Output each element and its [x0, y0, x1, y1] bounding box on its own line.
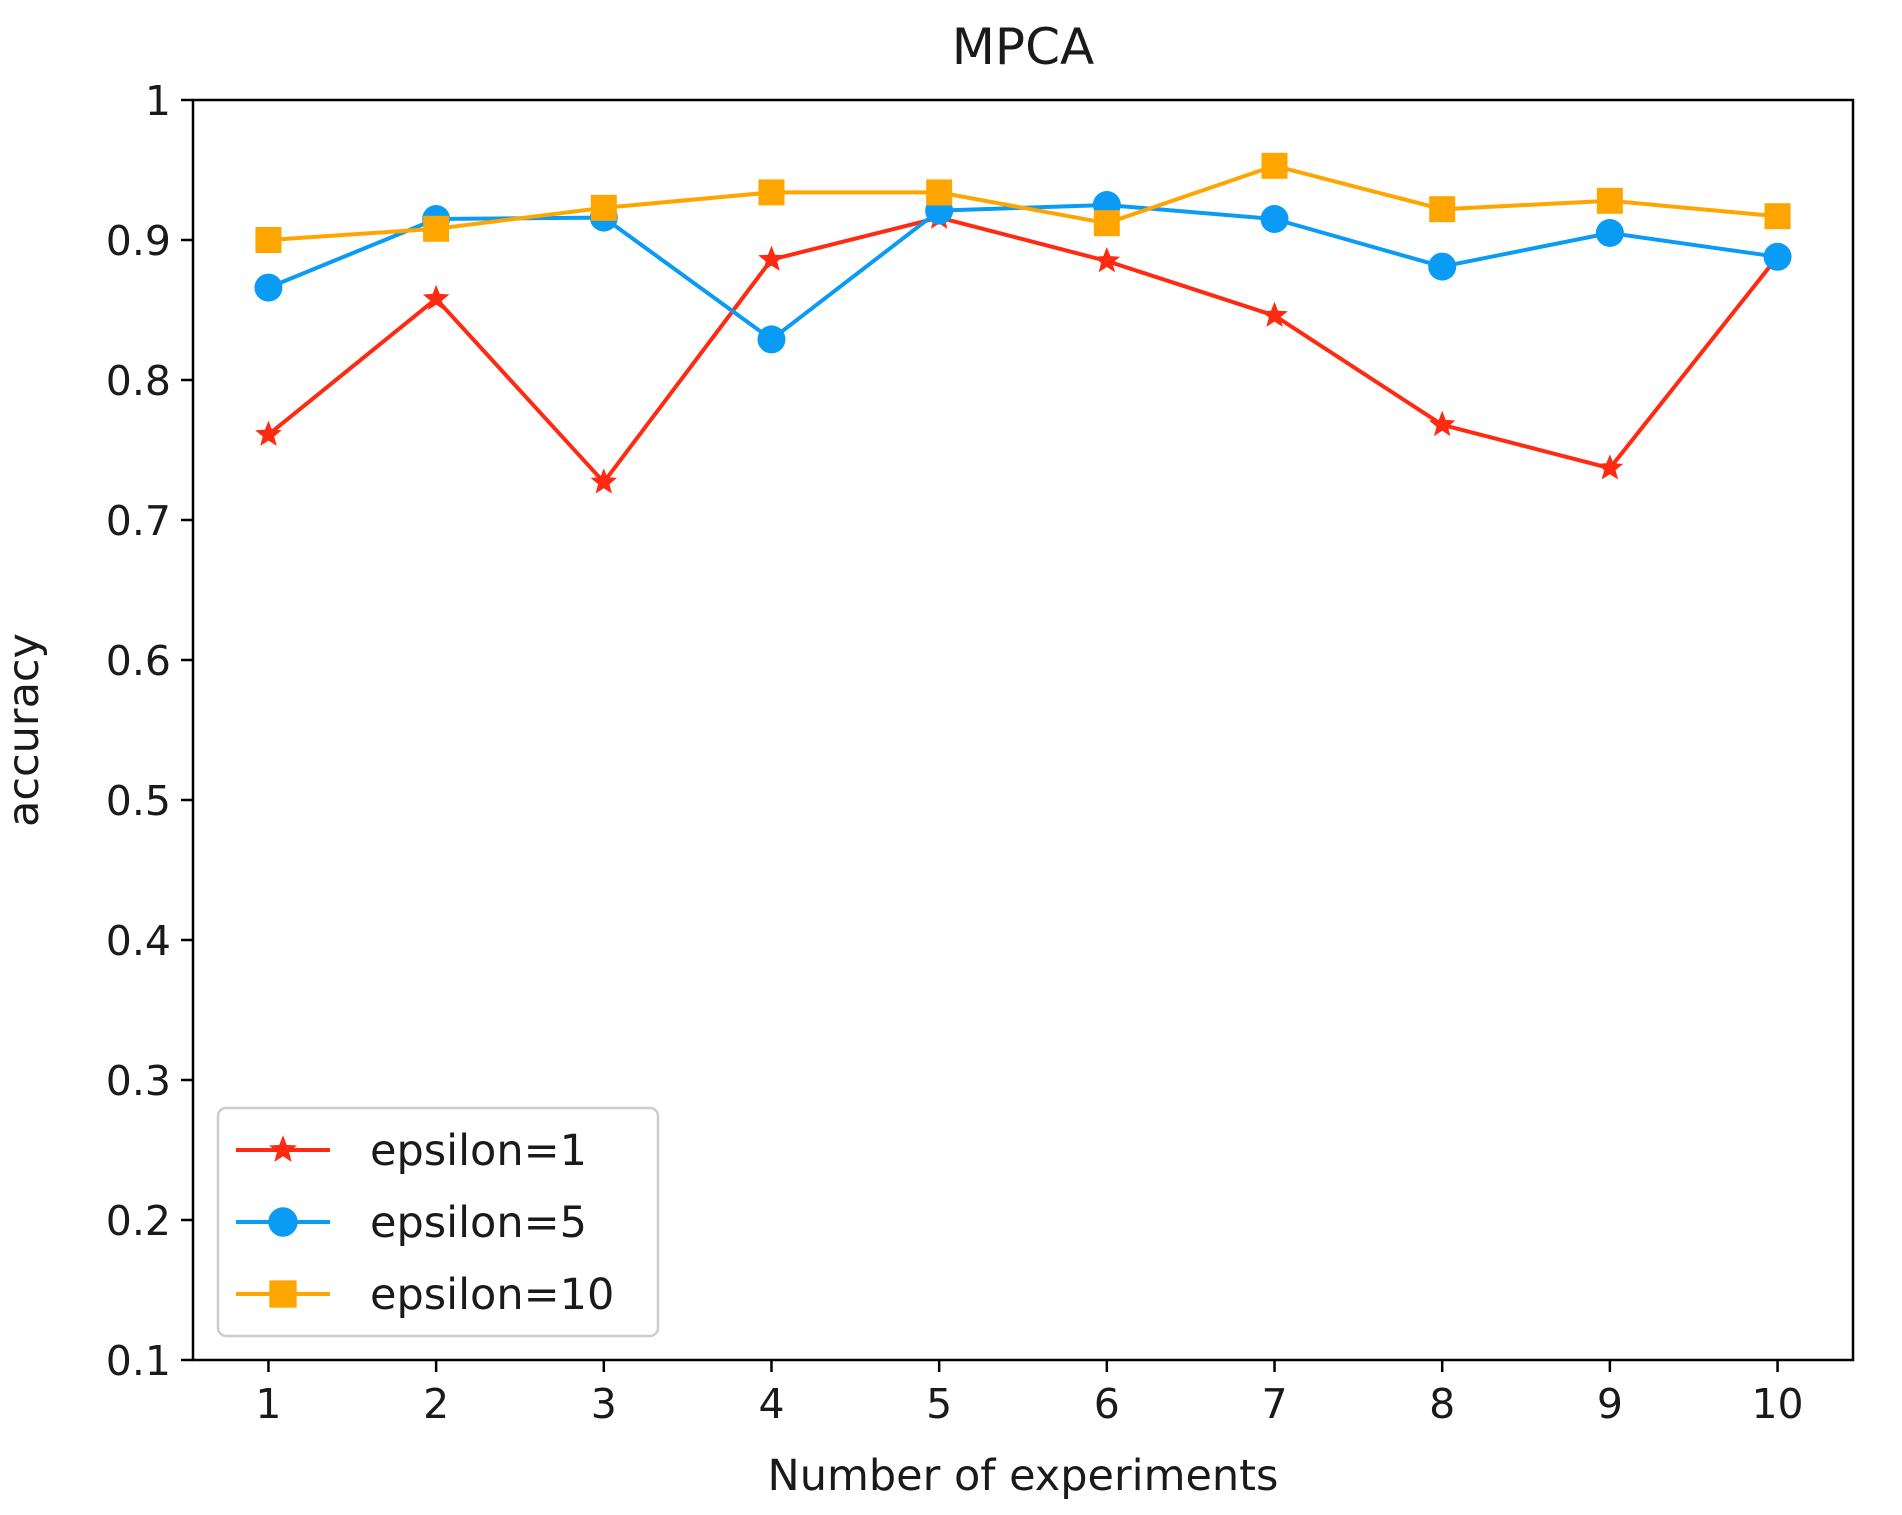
y-tick-label: 0.7: [106, 497, 171, 545]
legend-marker: [269, 1135, 297, 1162]
chart-title: MPCA: [952, 18, 1094, 76]
x-tick-label: 7: [1261, 1380, 1287, 1428]
x-tick-label: 8: [1429, 1380, 1455, 1428]
x-tick-label: 2: [423, 1380, 449, 1428]
x-axis-title: Number of experiments: [768, 1451, 1279, 1501]
y-tick-label: 0.2: [106, 1197, 171, 1245]
legend-items: epsilon=1 epsilon=5 epsilon=10: [236, 1126, 614, 1320]
data-point: [1261, 301, 1288, 327]
data-point: [926, 179, 953, 206]
x-tick-label: 5: [926, 1380, 952, 1428]
x-tick-label: 3: [591, 1380, 617, 1428]
plot-area-frame: [191, 98, 1855, 1362]
y-tick-label: 1: [145, 77, 171, 125]
legend-box: [216, 1106, 660, 1338]
data-point: [255, 227, 282, 253]
y-tick-label: 0.9: [106, 217, 171, 265]
y-tick-label: 0.1: [106, 1337, 171, 1385]
legend: epsilon=1 epsilon=5 epsilon=10: [216, 1106, 660, 1338]
x-axis-ticks: 1 2 3 4 5 6 7 8 9 10: [255, 1360, 1804, 1428]
data-point: [1261, 152, 1288, 179]
data-point: [254, 273, 283, 302]
legend-marker: [269, 1280, 297, 1308]
data-point: [1596, 187, 1623, 214]
x-tick-label: 6: [1094, 1380, 1120, 1428]
y-axis-title: accuracy: [0, 633, 49, 827]
data-point: [422, 284, 450, 311]
data-point: [1429, 196, 1456, 223]
legend-entry: epsilon=1: [236, 1126, 587, 1176]
y-tick-label: 0.8: [106, 357, 171, 405]
data-point: [423, 215, 450, 242]
legend-label: epsilon=10: [370, 1270, 614, 1320]
legend-entry: epsilon=5: [236, 1198, 587, 1248]
x-tick-label: 4: [758, 1380, 784, 1428]
y-axis-ticks: 0.1 0.2 0.3 0.4 0.5 0.6 0.7 0.8 0.9 1: [106, 77, 193, 1385]
data-point: [1764, 203, 1791, 230]
series-epsilon=10: [255, 152, 1791, 253]
series-line: [267, 215, 1780, 485]
data-point: [757, 325, 786, 354]
data-point: [1093, 210, 1120, 237]
data-point: [1260, 205, 1289, 233]
data-point: [758, 245, 785, 271]
data-point: [1595, 219, 1624, 247]
y-tick-label: 0.5: [106, 777, 171, 825]
data-point: [1763, 242, 1792, 271]
x-tick-label: 10: [1751, 1380, 1803, 1428]
data-point: [758, 179, 785, 206]
data-point: [1428, 252, 1457, 281]
x-tick-label: 9: [1597, 1380, 1623, 1428]
series-line: [268, 163, 1778, 242]
y-tick-label: 0.3: [106, 1057, 171, 1105]
data-point: [255, 420, 282, 446]
data-point: [590, 468, 618, 494]
data-point: [590, 194, 617, 221]
legend-marker: [268, 1207, 298, 1237]
data-point: [1093, 247, 1121, 273]
series-layer: [254, 152, 1792, 494]
data-point: [1428, 410, 1456, 437]
data-point: [1596, 454, 1624, 480]
y-tick-label: 0.4: [106, 917, 171, 965]
legend-label: epsilon=5: [370, 1198, 587, 1248]
legend-entry: epsilon=10: [236, 1270, 614, 1320]
x-tick-label: 1: [255, 1380, 281, 1428]
y-tick-label: 0.6: [106, 637, 171, 685]
legend-label: epsilon=1: [370, 1126, 587, 1176]
